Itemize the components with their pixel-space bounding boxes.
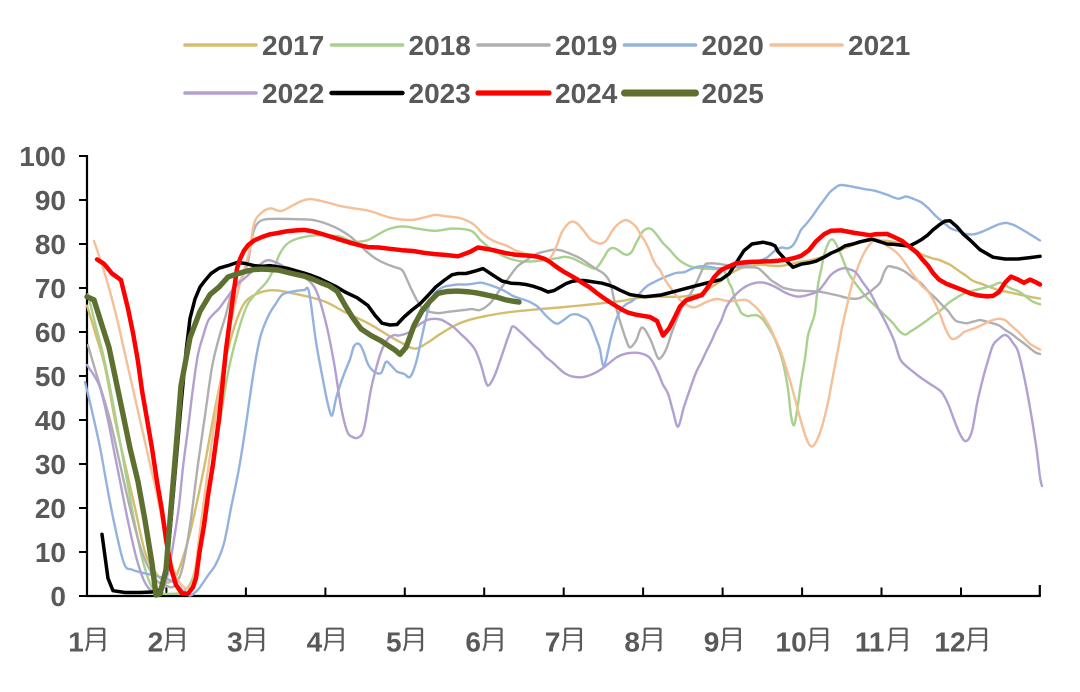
svg-text:2019: 2019	[555, 30, 617, 61]
svg-text:20: 20	[35, 493, 66, 524]
svg-text:2020: 2020	[702, 30, 764, 61]
svg-text:0: 0	[50, 581, 66, 612]
svg-text:2024: 2024	[555, 78, 618, 109]
svg-text:10: 10	[776, 627, 807, 658]
svg-text:2017: 2017	[262, 30, 324, 61]
svg-text:2018: 2018	[409, 30, 471, 61]
svg-text:70: 70	[35, 273, 66, 304]
svg-text:40: 40	[35, 405, 66, 436]
svg-text:50: 50	[35, 361, 66, 392]
svg-text:2025: 2025	[702, 78, 764, 109]
svg-text:60: 60	[35, 317, 66, 348]
svg-text:90: 90	[35, 185, 66, 216]
svg-text:80: 80	[35, 229, 66, 260]
svg-text:30: 30	[35, 449, 66, 480]
svg-text:1: 1	[68, 627, 84, 658]
svg-text:12: 12	[934, 627, 965, 658]
svg-text:3: 3	[227, 627, 243, 658]
svg-text:7: 7	[545, 627, 561, 658]
svg-text:9: 9	[704, 627, 720, 658]
svg-text:2021: 2021	[848, 30, 910, 61]
svg-text:4: 4	[307, 627, 323, 658]
svg-text:10: 10	[35, 537, 66, 568]
svg-text:11: 11	[855, 627, 885, 658]
svg-text:2022: 2022	[262, 78, 324, 109]
svg-text:5: 5	[386, 627, 402, 658]
svg-text:8: 8	[624, 627, 640, 658]
svg-text:2023: 2023	[409, 78, 471, 109]
svg-text:100: 100	[19, 141, 66, 172]
svg-text:2: 2	[148, 627, 164, 658]
svg-text:6: 6	[465, 627, 481, 658]
